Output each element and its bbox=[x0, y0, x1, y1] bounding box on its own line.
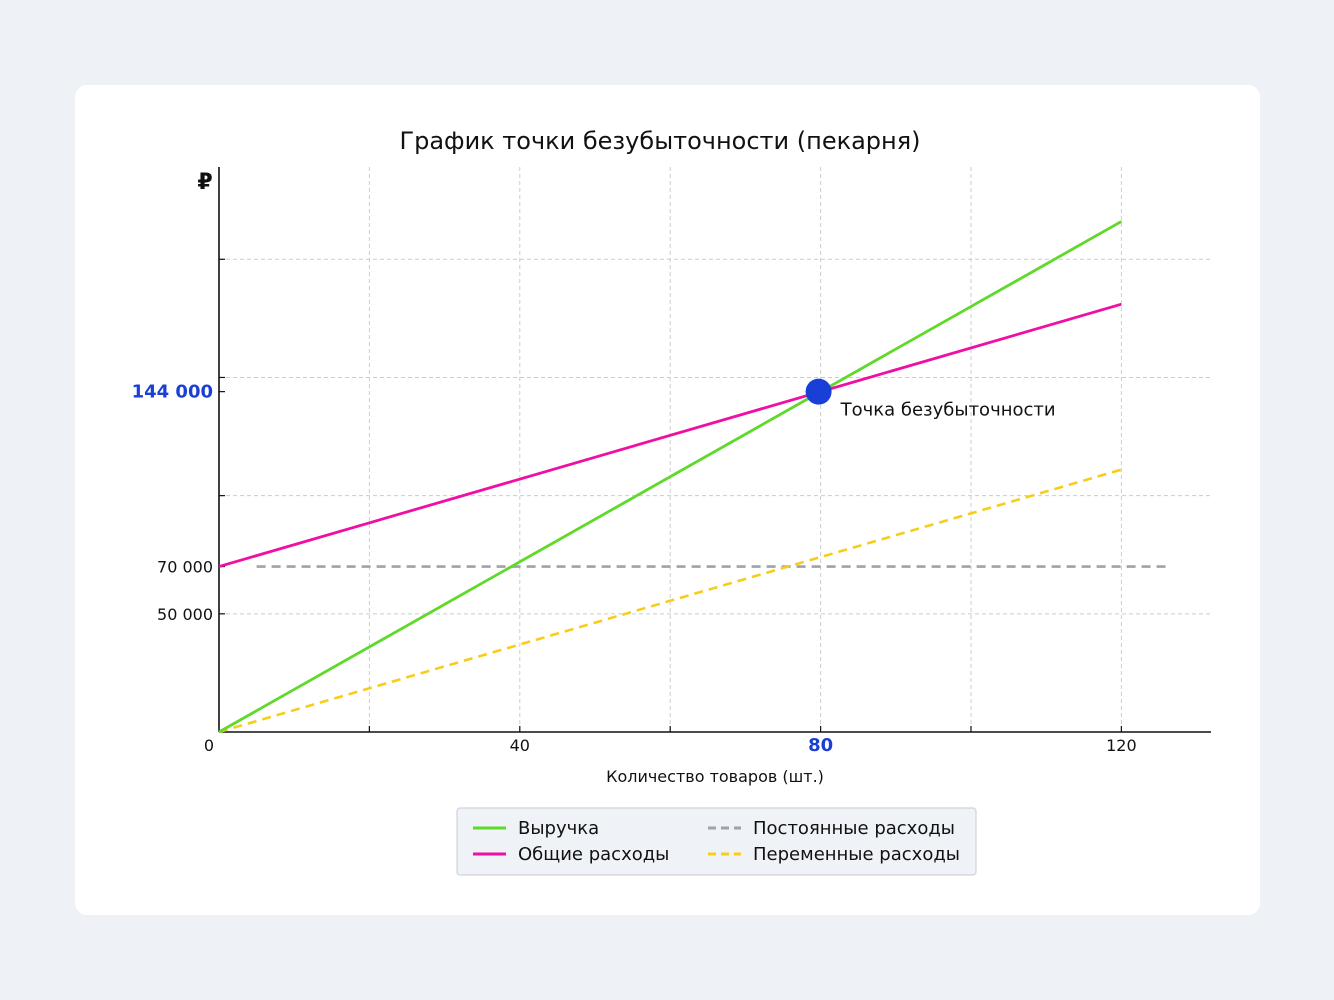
legend-box bbox=[456, 807, 977, 876]
x-tick-label: 0 bbox=[204, 736, 214, 755]
x-tick-label: 80 bbox=[808, 735, 833, 756]
chart-card: График точки безубыточности (пекарня) ₽ … bbox=[75, 85, 1260, 915]
x-axis-label: Количество товаров (шт.) bbox=[606, 767, 824, 786]
tick-labels: 0 40 80 120 50 000 70 000 144 000 bbox=[132, 382, 1137, 756]
y-axis-unit-label: ₽ bbox=[197, 170, 212, 195]
x-tick-label: 120 bbox=[1106, 736, 1137, 755]
legend-label-fixed-costs: Постоянные расходы bbox=[753, 818, 955, 839]
chart-title: График точки безубыточности (пекарня) bbox=[399, 127, 920, 155]
legend-label-variable-costs: Переменные расходы bbox=[753, 844, 960, 865]
y-tick-label: 50 000 bbox=[157, 605, 213, 624]
legend: Выручка Общие расходы Постоянные расходы Пе… bbox=[456, 807, 977, 876]
axes bbox=[218, 167, 1211, 733]
breakeven-label: Точка безубыточности bbox=[840, 400, 1056, 421]
breakeven-marker-group: Точка безубыточности bbox=[805, 378, 1056, 421]
revenue-line bbox=[218, 220, 1123, 734]
legend-label-total-costs: Общие расходы bbox=[518, 844, 669, 865]
y-tick-label: 144 000 bbox=[132, 382, 213, 403]
grid-lines bbox=[219, 167, 1211, 732]
x-tick-label: 40 bbox=[510, 736, 530, 755]
series-lines bbox=[218, 220, 1167, 734]
break-even-chart: График точки безубыточности (пекарня) ₽ … bbox=[132, 127, 1211, 876]
variable-costs-line bbox=[218, 468, 1122, 734]
y-tick-label: 70 000 bbox=[157, 558, 213, 577]
legend-label-revenue: Выручка bbox=[518, 818, 599, 839]
total-costs-line bbox=[218, 302, 1122, 568]
breakeven-point bbox=[805, 378, 832, 405]
